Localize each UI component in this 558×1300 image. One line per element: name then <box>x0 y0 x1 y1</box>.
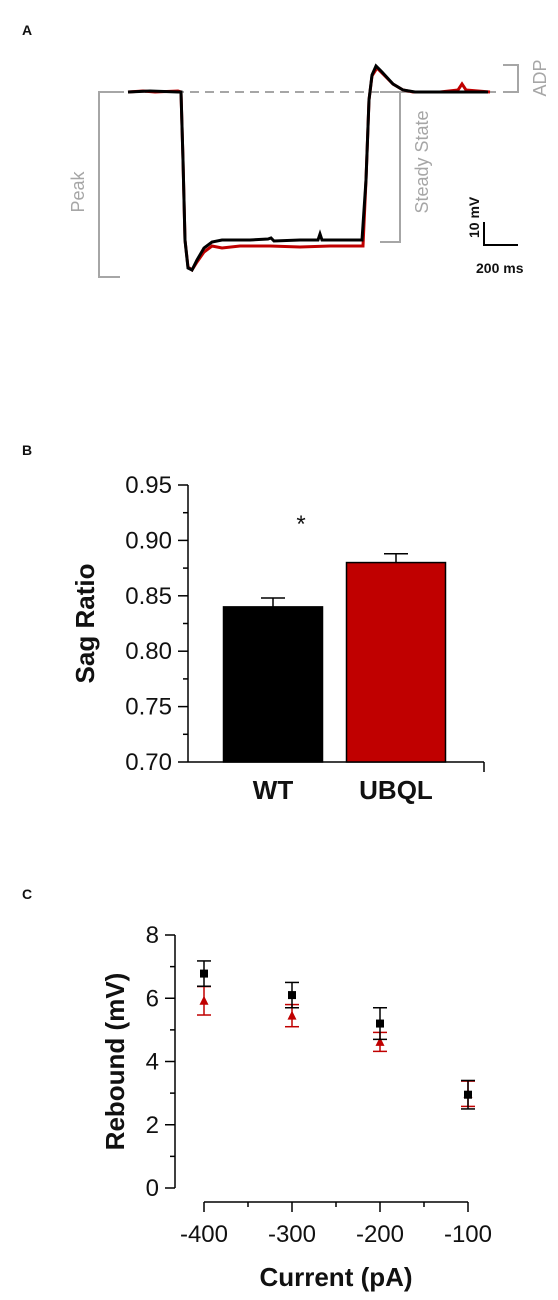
y-tick-label: 0 <box>146 1175 159 1202</box>
x-tick-label: -400 <box>180 1221 228 1248</box>
y-axis-title: Rebound (mV) <box>100 973 130 1151</box>
y-tick-label: 0.95 <box>125 472 172 499</box>
bar-wt <box>222 606 324 763</box>
y-tick-label: 8 <box>146 922 159 949</box>
y-tick-label: 0.70 <box>125 749 172 776</box>
point-square-marker <box>376 1019 384 1028</box>
category-label-wt: WT <box>253 775 294 805</box>
point-triangle-marker <box>375 1036 385 1046</box>
y-tick-label: 0.90 <box>125 527 172 554</box>
panel-a-label: A <box>22 22 33 38</box>
bar-ubql <box>345 561 447 763</box>
panel-a-figure: Peak Steady State ADP 10 mV 200 ms <box>68 59 550 278</box>
rebound-scatter-chart: 0 2 4 6 8 -400 -300 -200 -100 Rebound (mV) Current… <box>100 922 492 1292</box>
peak-annotation: Peak <box>68 170 88 212</box>
steady-state-bracket <box>380 91 401 243</box>
scalebar-voltage-label: 10 mV <box>466 196 482 238</box>
adp-annotation: ADP <box>530 59 550 96</box>
x-tick-label: -300 <box>268 1221 316 1248</box>
y-tick-label: 4 <box>146 1049 159 1076</box>
y-axis-title: Sag Ratio <box>70 564 100 684</box>
panel-b: B 0.70 0.75 0.80 0.85 0.90 0.95 Sag Ratio WT UBQ… <box>0 420 558 820</box>
significance-star: * <box>296 511 305 538</box>
x-tick-label: -200 <box>356 1221 404 1248</box>
scalebar-time-label: 200 ms <box>476 260 524 276</box>
adp-bracket <box>503 64 519 93</box>
sag-ratio-bar-chart: 0.70 0.75 0.80 0.85 0.90 0.95 Sag Ratio WT UBQL * <box>70 472 485 805</box>
y-tick-label: 0.80 <box>125 638 172 665</box>
wt-trace <box>127 63 488 273</box>
panel-c: C 0 2 4 6 8 -400 -300 -200 -100 Rebound (mV) Curre… <box>0 870 558 1300</box>
panel-b-label: B <box>22 442 33 458</box>
point-square-marker <box>464 1090 472 1099</box>
y-tick-label: 0.85 <box>125 583 172 610</box>
x-tick-label: -100 <box>444 1221 492 1248</box>
point-square-marker <box>200 969 208 978</box>
point-triangle-marker <box>287 1010 297 1020</box>
panel-a: A Peak Steady State ADP 10 mV 200 ms <box>0 0 558 320</box>
y-tick-label: 6 <box>146 985 159 1012</box>
y-tick-label: 2 <box>146 1112 159 1139</box>
x-axis-title: Current (pA) <box>259 1262 412 1292</box>
panel-c-label: C <box>22 886 33 902</box>
steady-state-annotation: Steady State <box>412 110 432 213</box>
peak-bracket <box>98 91 120 278</box>
point-square-marker <box>288 991 296 1000</box>
scale-bar <box>483 222 518 246</box>
point-triangle-marker <box>199 995 209 1005</box>
y-tick-label: 0.75 <box>125 694 172 721</box>
category-label-ubql: UBQL <box>359 775 433 805</box>
